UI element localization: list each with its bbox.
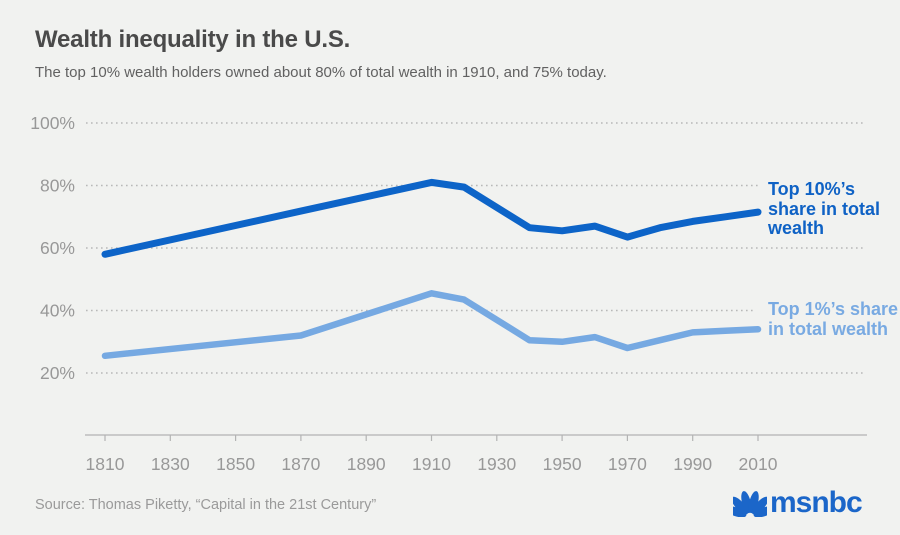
y-tick-label-20: 20% (40, 363, 75, 383)
x-tick-label-1830: 1830 (151, 454, 190, 474)
chart-subtitle: The top 10% wealth holders owned about 8… (35, 64, 607, 81)
x-tick-label-1890: 1890 (347, 454, 386, 474)
x-tick-label-1850: 1850 (216, 454, 255, 474)
x-tick-label-1870: 1870 (281, 454, 320, 474)
series-annotation-top10: Top 10%’s share in total wealth (768, 179, 881, 238)
x-tick-label-1970: 1970 (608, 454, 647, 474)
peacock-feather-0 (733, 506, 747, 517)
peacock-feather-5 (753, 506, 767, 517)
y-tick-label-80: 80% (40, 176, 75, 196)
x-tick-label-1930: 1930 (477, 454, 516, 474)
series-line-top1 (101, 290, 762, 360)
msnbc-wordmark: msnbc (770, 486, 863, 519)
y-tick-label-40: 40% (40, 301, 75, 321)
page-title: Wealth inequality in the U.S. (35, 26, 351, 53)
x-tick-label-1990: 1990 (673, 454, 712, 474)
x-tick-label-2010: 2010 (739, 454, 778, 474)
series-line-top10 (101, 178, 762, 258)
x-tick-label-1950: 1950 (543, 454, 582, 474)
x-tick-label-1810: 1810 (86, 454, 125, 474)
peacock-feather-1 (733, 496, 748, 515)
source-credit: Source: Thomas Piketty, “Capital in the … (35, 497, 377, 513)
x-tick-label-1910: 1910 (412, 454, 451, 474)
peacock-feather-4 (752, 496, 767, 515)
y-tick-label-60: 60% (40, 238, 75, 258)
y-tick-label-100: 100% (30, 113, 75, 133)
msnbc-logo: msnbc (733, 486, 863, 519)
peacock-icon (733, 491, 767, 517)
series-annotation-top1: Top 1%’s share in total wealth (768, 299, 899, 339)
